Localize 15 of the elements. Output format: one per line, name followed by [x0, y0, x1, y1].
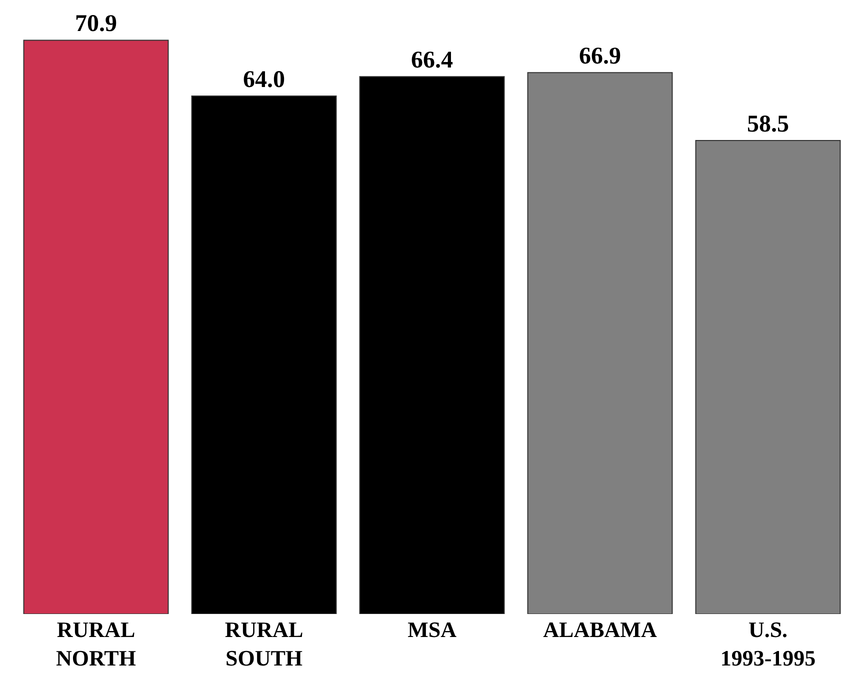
bar [191, 96, 337, 614]
data-label: 58.5 [747, 112, 789, 138]
bar [359, 76, 505, 614]
bar [695, 140, 841, 614]
x-tick-label: RURAL NORTH [56, 617, 136, 671]
bar [23, 40, 169, 614]
x-tick-label: ALABAMA [543, 617, 657, 642]
data-label: 70.9 [75, 11, 117, 38]
x-tick-label: U.S. 1993-1995 [720, 617, 816, 671]
x-tick-label: RURAL SOUTH [224, 617, 304, 671]
bar [527, 72, 673, 614]
data-label: 66.9 [579, 44, 621, 70]
x-tick-label: MSA [408, 617, 457, 642]
data-label: 66.4 [411, 48, 453, 74]
data-label: 64.0 [243, 67, 285, 94]
